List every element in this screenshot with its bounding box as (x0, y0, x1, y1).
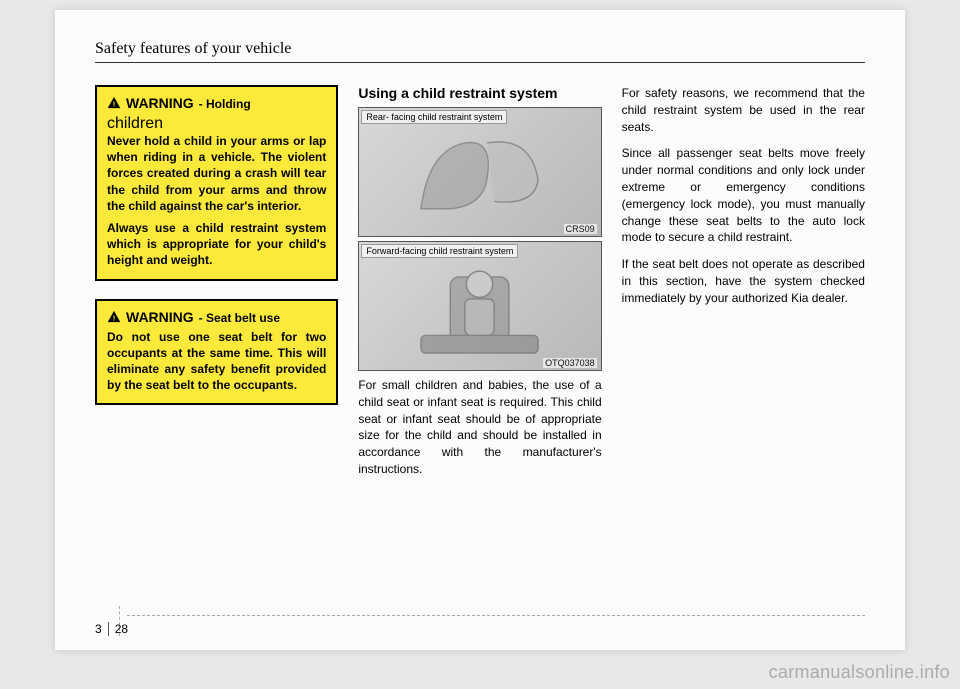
figure-rear-facing: Rear- facing child restraint system CRS0… (358, 107, 601, 237)
warning-body: Never hold a child in your arms or lap w… (107, 133, 326, 269)
paragraph: Since all passenger seat belts move free… (622, 145, 865, 246)
paragraph: If the seat belt does not operate as des… (622, 256, 865, 306)
warning-subtitle: - Holding (199, 97, 251, 111)
warning-paragraph: Never hold a child in your arms or lap w… (107, 133, 326, 214)
column-3: For safety reasons, we recommend that th… (622, 85, 865, 488)
warning-title: ! WARNING - Holding (107, 95, 326, 111)
body-text: For safety reasons, we recommend that th… (622, 85, 865, 307)
separator (108, 622, 109, 636)
body-text: For small children and babies, the use o… (358, 377, 601, 478)
watermark: carmanualsonline.info (769, 662, 950, 683)
column-2: Using a child restraint system Rear- fac… (358, 85, 601, 488)
figure-code: CRS09 (564, 224, 597, 234)
column-1: ! WARNING - Holding children Never hold … (95, 85, 338, 488)
warning-icon: ! (107, 96, 121, 109)
warning-body: Do not use one seat belt for two occupan… (107, 329, 326, 394)
warning-label: WARNING (126, 309, 194, 325)
warning-subtitle-line2: children (107, 115, 163, 132)
figure-code: OTQ037038 (543, 358, 597, 368)
dotted-rule-horizontal (127, 615, 865, 616)
car-seat-illustration (383, 121, 576, 223)
paragraph: For small children and babies, the use o… (358, 377, 601, 478)
warning-title: ! WARNING - Seat belt use (107, 309, 326, 325)
warning-label: WARNING (126, 95, 194, 111)
figure-forward-facing: Forward-facing child restraint system OT… (358, 241, 601, 371)
header-title: Safety features of your vehicle (95, 40, 291, 57)
page-number-value: 28 (115, 622, 128, 636)
chapter-number: 3 (95, 622, 102, 636)
warning-paragraph: Always use a child restraint system whic… (107, 220, 326, 269)
warning-icon: ! (107, 310, 121, 323)
warning-paragraph: Do not use one seat belt for two occupan… (107, 329, 326, 394)
svg-text:!: ! (113, 313, 116, 322)
child-seat-illustration (383, 255, 576, 357)
page-header: Safety features of your vehicle (95, 40, 865, 63)
warning-box-holding-children: ! WARNING - Holding children Never hold … (95, 85, 338, 281)
content-columns: ! WARNING - Holding children Never hold … (95, 85, 865, 488)
page-number: 3 28 (95, 622, 128, 636)
paragraph: For safety reasons, we recommend that th… (622, 85, 865, 135)
warning-box-seat-belt: ! WARNING - Seat belt use Do not use one… (95, 299, 338, 406)
section-title: Using a child restraint system (358, 85, 601, 101)
manual-page: Safety features of your vehicle ! WARNIN… (55, 10, 905, 650)
svg-text:!: ! (113, 100, 116, 109)
warning-subtitle: - Seat belt use (199, 311, 280, 325)
